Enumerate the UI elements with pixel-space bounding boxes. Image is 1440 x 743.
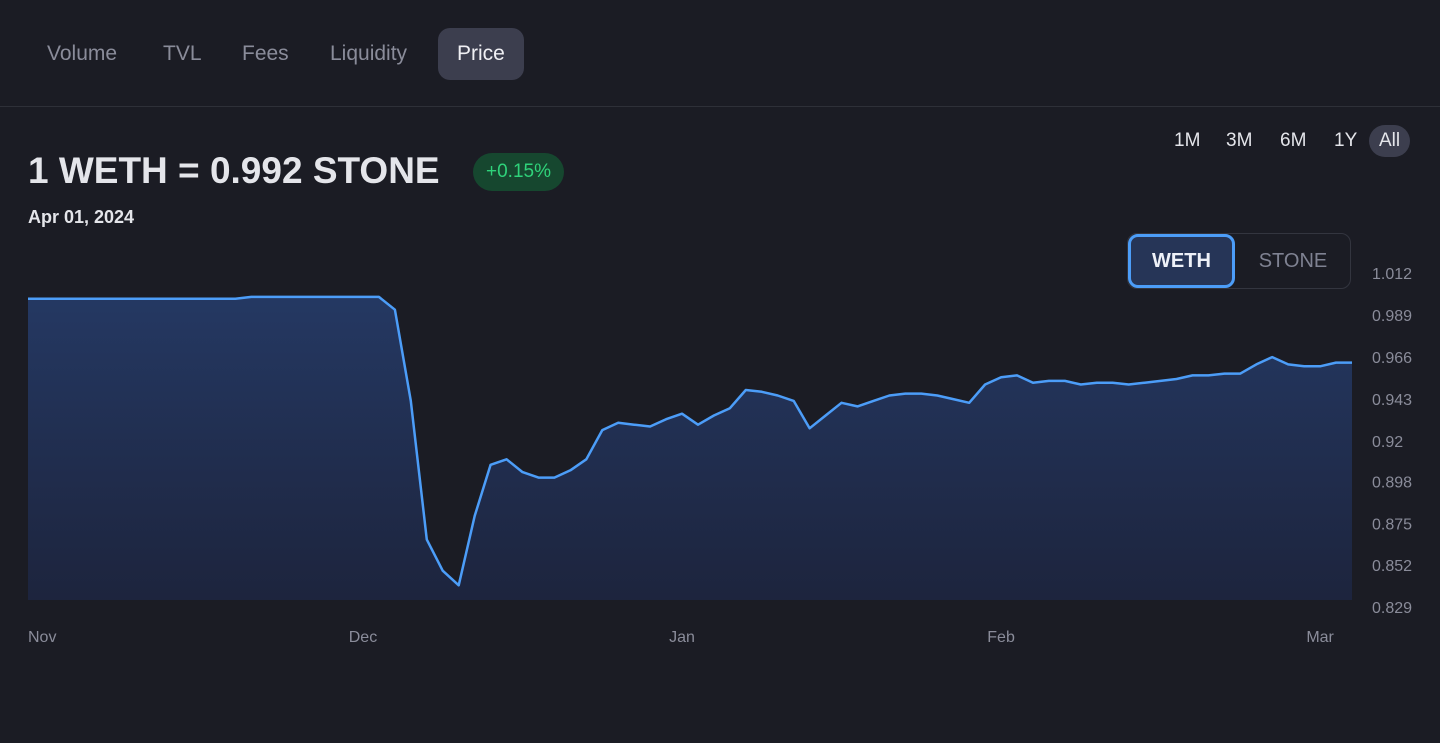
tab[interactable]: Price	[438, 28, 524, 80]
token-button[interactable]: WETH	[1128, 234, 1235, 288]
y-tick-label: 0.898	[1372, 474, 1412, 491]
y-tick-label: 0.852	[1372, 558, 1412, 575]
y-tick-label: 0.943	[1372, 392, 1412, 409]
tab[interactable]: TVL	[163, 42, 202, 65]
range-button[interactable]: 1M	[1174, 130, 1201, 151]
y-tick-label: 0.829	[1372, 600, 1412, 617]
price-change: +0.15%	[473, 153, 564, 191]
price-line	[28, 295, 1352, 587]
x-tick-label: Jan	[669, 629, 695, 646]
y-tick-label: 0.875	[1372, 516, 1412, 533]
range-button[interactable]: All	[1369, 125, 1411, 157]
y-tick-label: 0.92	[1372, 434, 1403, 451]
divider	[0, 106, 1440, 107]
y-tick-label: 0.989	[1372, 308, 1412, 325]
date: Apr 01, 2024	[28, 207, 135, 227]
range-button[interactable]: 3M	[1226, 130, 1253, 151]
y-tick-label: 1.012	[1372, 266, 1412, 283]
tab[interactable]: Volume	[47, 42, 118, 65]
tab[interactable]: Fees	[242, 42, 289, 65]
pair-price: 1 WETH = 0.992 STONE	[28, 150, 440, 191]
range-button[interactable]: 6M	[1280, 130, 1307, 151]
y-tick-label: 0.966	[1372, 350, 1412, 367]
x-tick-label: Dec	[349, 629, 377, 646]
area-fill	[28, 296, 1352, 600]
token-button[interactable]: STONE	[1258, 250, 1328, 272]
x-tick-label: Feb	[987, 629, 1015, 646]
x-tick-label: Mar	[1306, 629, 1334, 646]
range-button[interactable]: 1Y	[1334, 130, 1358, 151]
x-tick-label: Nov	[28, 629, 56, 646]
tab[interactable]: Liquidity	[330, 42, 408, 65]
token-toggle	[1127, 233, 1351, 289]
